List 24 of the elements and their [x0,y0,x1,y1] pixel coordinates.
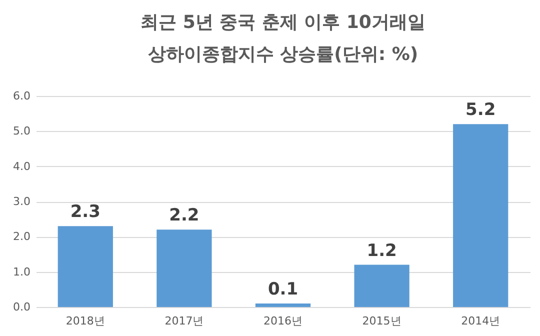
chart-title: 최근 5년 중국 춘제 이후 10거래일 [140,12,426,33]
data-label: 5.2 [466,100,496,120]
bar [354,264,410,307]
bar [255,303,311,307]
x-tick-label: 2016년 [264,314,302,328]
x-tick-label: 2018년 [66,314,105,328]
y-tick-label: 1.0 [13,265,30,278]
x-tick-label: 2014년 [461,314,500,328]
y-tick-label: 5.0 [13,124,30,138]
data-label: 0.1 [268,279,298,300]
x-tick-label: 2017년 [164,314,204,328]
chart-subtitle: 상하이종합지수 상승률(단위: %) [148,44,418,65]
y-tick-label: 4.0 [13,160,30,173]
y-tick-label: 2.0 [13,230,30,244]
bar [58,226,113,307]
y-tick-label: 6.0 [13,90,30,102]
data-label: 1.2 [366,240,397,261]
data-label: 2.3 [70,202,100,222]
y-tick-label: 0.0 [13,300,30,314]
y-tick-label: 3.0 [13,195,30,208]
x-tick-label: 2015년 [362,314,402,328]
bar [156,230,212,307]
bar [453,124,508,307]
data-label: 2.2 [169,206,200,226]
